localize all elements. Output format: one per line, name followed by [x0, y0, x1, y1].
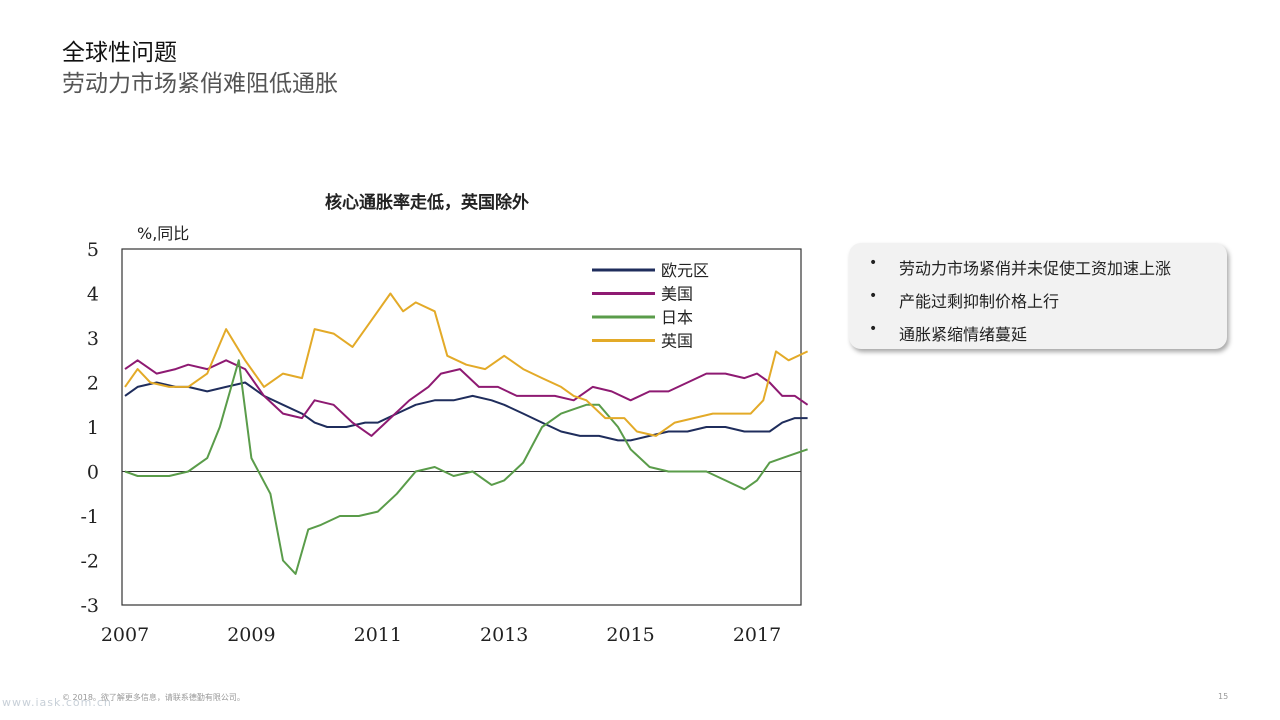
y-tick-label: 2: [87, 373, 99, 395]
slide-title: 全球性问题: [62, 40, 177, 66]
watermark-text: www.iask.com.cn: [2, 696, 112, 709]
legend-label: 日本: [661, 308, 693, 327]
y-tick-label: 4: [87, 284, 99, 306]
legend-label: 英国: [661, 332, 693, 351]
y-tick-label: -2: [80, 551, 99, 573]
x-tick-label: 2017: [733, 624, 781, 646]
legend-label: 美国: [661, 285, 693, 304]
y-tick-label: 5: [87, 239, 99, 261]
y-tick-label: 1: [87, 417, 99, 439]
x-tick-label: 2015: [606, 624, 654, 646]
x-tick-label: 2013: [480, 624, 528, 646]
chart-title: 核心通胀率走低，英国除外: [325, 193, 529, 213]
y-tick-label: 3: [87, 328, 99, 350]
series-line-uk: [124, 292, 809, 437]
x-tick-label: 2011: [354, 624, 402, 646]
key-points-callout: • 劳动力市场紧俏并未促使工资加速上涨 • 产能过剩抑制价格上行 • 通胀紧缩情…: [849, 243, 1227, 349]
y-axis-unit-label: %,同比: [137, 224, 190, 243]
key-point-text: 通胀紧缩情绪蔓延: [899, 325, 1028, 344]
footer-copyright: © 2018。欲了解更多信息，请联系德勤有限公司。: [62, 693, 245, 702]
page-number: 15: [1218, 692, 1229, 701]
series-line-japan: [124, 359, 808, 575]
key-point-text: 产能过剩抑制价格上行: [899, 292, 1060, 311]
bullet-icon: •: [869, 255, 878, 271]
legend-label: 欧元区: [661, 261, 709, 280]
series-line-us: [124, 359, 809, 437]
y-tick-label: -1: [80, 506, 99, 528]
slide-subtitle: 劳动力市场紧俏难阻低通胀: [62, 71, 338, 97]
x-tick-label: 2009: [227, 624, 275, 646]
series-line-eurozone: [124, 381, 808, 442]
y-tick-label: 0: [87, 462, 99, 484]
bullet-icon: •: [869, 288, 878, 304]
y-tick-label: -3: [80, 595, 99, 617]
plot-frame: [121, 248, 802, 606]
x-tick-label: 2007: [101, 624, 149, 646]
bullet-icon: •: [869, 321, 878, 337]
key-point-text: 劳动力市场紧俏并未促使工资加速上涨: [899, 259, 1172, 278]
